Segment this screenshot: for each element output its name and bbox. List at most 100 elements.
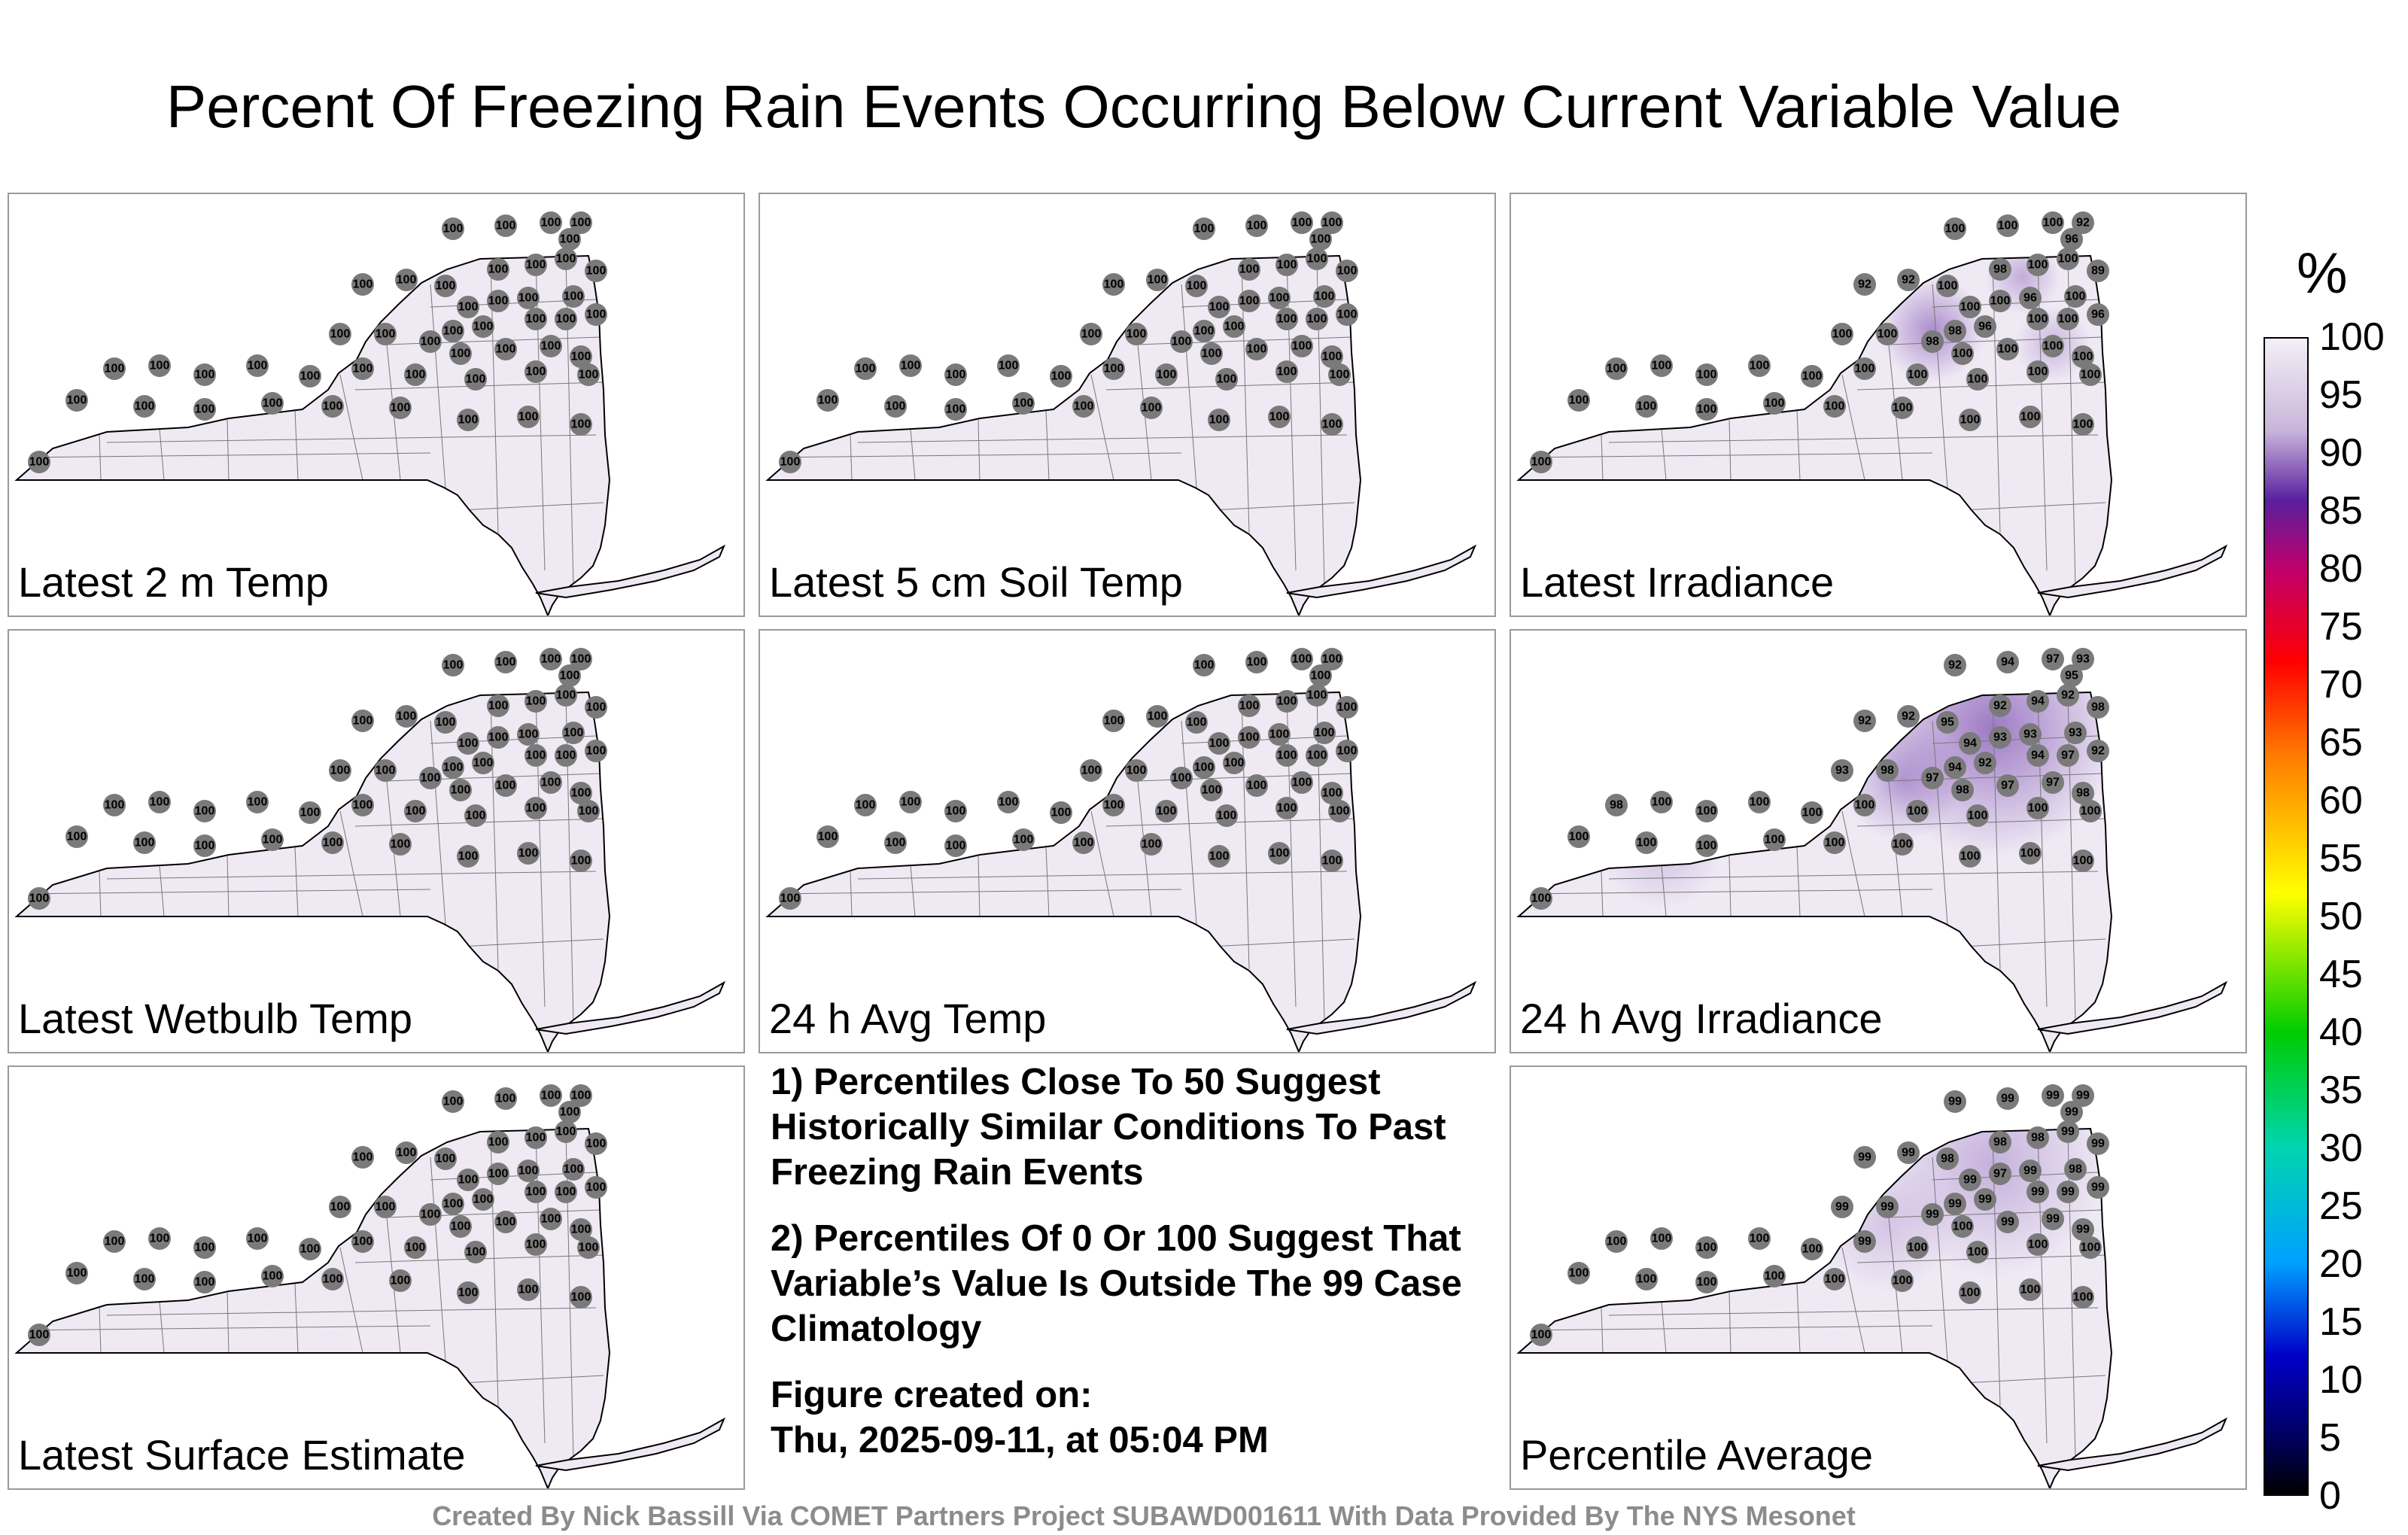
station-value: 100 bbox=[2073, 351, 2093, 363]
station-marker: 100 bbox=[1853, 794, 1876, 816]
station-marker: 99 bbox=[2072, 1084, 2094, 1107]
station-marker: 100 bbox=[1012, 392, 1035, 415]
created-label: Figure created on: bbox=[771, 1375, 1093, 1415]
station-value: 100 bbox=[496, 656, 516, 669]
station-value: 100 bbox=[1908, 369, 1928, 381]
station-marker: 93 bbox=[2072, 648, 2094, 670]
station-marker: 100 bbox=[585, 303, 607, 326]
station-marker: 100 bbox=[944, 834, 967, 857]
station-value: 100 bbox=[886, 400, 906, 413]
station-marker: 100 bbox=[2057, 308, 2079, 330]
legend-tick: 30 bbox=[2319, 1126, 2363, 1170]
station-value: 100 bbox=[1209, 414, 1230, 427]
station-value: 100 bbox=[571, 1223, 591, 1236]
station-value: 100 bbox=[2028, 259, 2048, 272]
station-value: 100 bbox=[1968, 373, 1988, 386]
station-value: 100 bbox=[466, 1246, 486, 1259]
station-marker: 100 bbox=[457, 1169, 479, 1191]
station-value: 100 bbox=[375, 328, 396, 341]
station-value: 100 bbox=[1953, 1220, 1973, 1233]
county-line bbox=[1728, 419, 1732, 481]
station-value: 100 bbox=[1697, 1276, 1717, 1289]
station-marker: 100 bbox=[1996, 338, 2019, 360]
station-marker: 100 bbox=[1831, 323, 1853, 345]
station-marker: 100 bbox=[1336, 260, 1358, 282]
station-value: 100 bbox=[1292, 777, 1312, 789]
station-value: 100 bbox=[195, 403, 215, 416]
station-value: 100 bbox=[443, 659, 464, 672]
station-marker: 100 bbox=[28, 451, 50, 473]
station-value: 100 bbox=[1337, 265, 1358, 278]
station-value: 100 bbox=[556, 1186, 576, 1199]
station-value: 100 bbox=[526, 1132, 546, 1144]
legend-tick: 70 bbox=[2319, 663, 2363, 707]
panel-label: 24 h Avg Irradiance bbox=[1520, 995, 1883, 1042]
station-value: 100 bbox=[564, 290, 584, 303]
station-value: 100 bbox=[1569, 831, 1589, 843]
station-value: 100 bbox=[1998, 220, 2018, 233]
station-marker: 100 bbox=[1823, 395, 1846, 418]
station-marker: 100 bbox=[555, 684, 577, 707]
county-line bbox=[17, 452, 431, 458]
station-marker: 100 bbox=[419, 1203, 442, 1226]
station-marker: 100 bbox=[577, 1236, 600, 1259]
station-marker: 100 bbox=[1140, 397, 1163, 419]
station-marker: 92 bbox=[2057, 684, 2079, 707]
station-value: 96 bbox=[2091, 309, 2105, 321]
station-marker: 100 bbox=[65, 389, 88, 412]
station-marker: 100 bbox=[1306, 744, 1328, 767]
station-marker: 98 bbox=[1989, 258, 2011, 281]
station-marker: 99 bbox=[1974, 1188, 1996, 1211]
station-marker: 96 bbox=[2087, 303, 2109, 326]
station-value: 100 bbox=[526, 1239, 546, 1251]
county-line bbox=[1601, 871, 1604, 917]
county-line bbox=[294, 410, 299, 481]
station-marker: 100 bbox=[2072, 345, 2094, 368]
station-marker: 100 bbox=[2026, 360, 2049, 383]
station-marker: 100 bbox=[1102, 710, 1125, 732]
station-value: 100 bbox=[1142, 402, 1162, 415]
station-marker: 99 bbox=[1996, 1211, 2019, 1233]
station-value: 100 bbox=[901, 360, 921, 372]
county-line bbox=[910, 428, 916, 481]
station-marker: 100 bbox=[1635, 1268, 1658, 1290]
station-value: 100 bbox=[586, 701, 607, 714]
station-marker: 100 bbox=[517, 1278, 540, 1301]
station-value: 99 bbox=[1902, 1147, 1915, 1160]
station-marker: 100 bbox=[1695, 363, 1718, 386]
station-value: 100 bbox=[946, 840, 966, 853]
station-marker: 100 bbox=[1336, 303, 1358, 326]
county-line bbox=[17, 889, 431, 895]
station-marker: 92 bbox=[1974, 752, 1996, 774]
station-value: 100 bbox=[1322, 351, 1342, 363]
station-value: 100 bbox=[1652, 360, 1672, 372]
station-marker: 100 bbox=[562, 722, 585, 744]
station-marker: 100 bbox=[1530, 451, 1552, 473]
station-value: 100 bbox=[323, 400, 343, 413]
panel-label: Latest Wetbulb Temp bbox=[18, 995, 413, 1042]
station-marker: 99 bbox=[2019, 1160, 2042, 1182]
station-value: 100 bbox=[1802, 807, 1823, 819]
station-value: 100 bbox=[458, 850, 479, 863]
station-marker: 100 bbox=[1876, 323, 1899, 345]
station-value: 100 bbox=[135, 1273, 155, 1286]
station-value: 100 bbox=[1247, 220, 1267, 233]
station-value: 100 bbox=[488, 1136, 509, 1149]
station-marker: 100 bbox=[103, 1230, 126, 1253]
station-marker: 100 bbox=[329, 759, 351, 782]
station-marker: 100 bbox=[321, 1268, 344, 1290]
station-marker: 100 bbox=[193, 398, 216, 421]
station-value: 89 bbox=[2091, 265, 2105, 278]
station-value: 100 bbox=[330, 764, 351, 777]
station-value: 100 bbox=[466, 810, 486, 822]
station-marker: 100 bbox=[434, 275, 457, 297]
station-marker: 100 bbox=[374, 759, 397, 782]
station-marker: 100 bbox=[1763, 1265, 1786, 1287]
county-line bbox=[1601, 434, 1604, 481]
station-marker: 100 bbox=[389, 397, 412, 419]
station-marker: 100 bbox=[558, 1101, 581, 1123]
legend-tick: 10 bbox=[2319, 1358, 2363, 1402]
county-line bbox=[857, 871, 1348, 880]
station-marker: 100 bbox=[299, 801, 321, 824]
